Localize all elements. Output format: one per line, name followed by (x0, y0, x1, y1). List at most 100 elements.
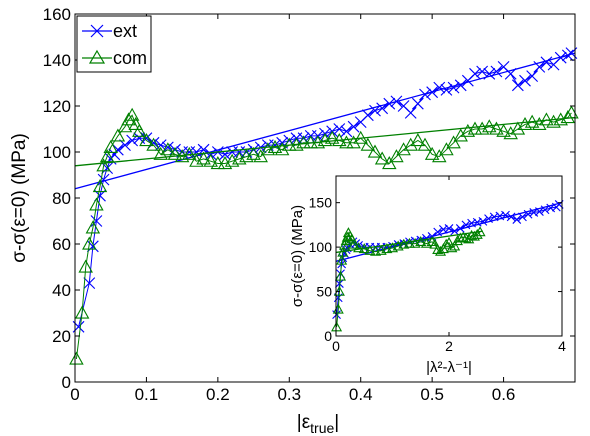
series-series-0-point (444, 224, 454, 233)
y-tick-label: 120 (43, 97, 71, 116)
x-tick-label: 0.4 (349, 385, 373, 404)
x-tick-label: 0 (70, 385, 79, 404)
series-series-1-point (358, 243, 370, 254)
series-series-1-point (471, 228, 483, 239)
y-tick-label: 150 (309, 195, 333, 211)
series-com-point (132, 123, 147, 137)
series-com-point (489, 121, 504, 135)
series-com-point (203, 153, 218, 167)
series-ext-point (526, 70, 539, 82)
series-series-1-point (446, 242, 458, 253)
series-ext-point (476, 65, 489, 78)
series-com-point (374, 151, 390, 165)
series-com-point (85, 220, 101, 234)
legend-item-com: com (82, 48, 147, 68)
series-com-point (339, 135, 354, 149)
series-com-point (410, 133, 426, 147)
series-ext-point (108, 148, 121, 161)
series-ext-point (554, 51, 567, 64)
inset-ticks: 0 2 4 0 50 100 150 (309, 176, 566, 354)
series-com-point (253, 149, 268, 163)
series-com-point (332, 133, 347, 147)
series-ext-point (419, 88, 431, 101)
series-ext-point (433, 81, 446, 94)
series-com-point (296, 135, 311, 149)
series-com-point (117, 119, 133, 133)
inset-data-layer (331, 200, 564, 332)
series-com-point (496, 123, 511, 137)
series-com-point (139, 133, 154, 147)
series-com-point (153, 146, 168, 160)
y-tick-label: 20 (52, 327, 71, 346)
y-tick-label: 40 (52, 281, 71, 300)
series-series-0-point (335, 279, 344, 288)
series-com-point (282, 137, 297, 151)
series-ext-point (361, 109, 374, 122)
series-com-point (453, 128, 468, 142)
series-ext-point (190, 146, 203, 158)
series-series-0-point (484, 214, 493, 224)
legend-com-label: com (113, 48, 147, 68)
series-ext-point (469, 67, 481, 80)
main-x-axis-label-subscript: true (310, 420, 334, 436)
series-com-point (446, 135, 461, 149)
series-com-point (110, 128, 126, 142)
series-ext-point (490, 65, 503, 78)
series-com-point (167, 146, 183, 160)
series-ext-point (90, 215, 103, 227)
series-com-point (346, 135, 361, 149)
series-ext-point (369, 104, 381, 117)
series-com-point (160, 142, 176, 156)
series-series-0-point (518, 212, 527, 222)
series-com-point (482, 119, 497, 133)
series-com-point (560, 110, 576, 124)
legend-ext-label: ext (113, 21, 137, 41)
series-series-1-point (434, 245, 447, 256)
x-tick-label: 0.6 (492, 385, 516, 404)
series-series-1-point (403, 237, 415, 248)
series-ext-point (333, 123, 346, 135)
x-tick-label: 0.3 (277, 385, 301, 404)
series-com-point (510, 121, 526, 135)
main-x-axis-label-base: |ε (297, 412, 311, 433)
series-series-1-point (443, 236, 455, 247)
series-com-point (146, 137, 161, 151)
main-x-axis-label: |εtrue| (297, 412, 339, 436)
series-com-point (196, 151, 211, 165)
series-com-point (78, 259, 93, 273)
series-com-point (360, 137, 376, 151)
series-ext-point (447, 81, 460, 94)
series-com-point (274, 142, 290, 156)
series-com-point (389, 149, 404, 163)
series-ext-point (376, 102, 389, 115)
series-com-point (303, 135, 318, 149)
series-ext-point (97, 173, 110, 186)
series-ext-point (404, 107, 417, 119)
series-ext-point (540, 56, 553, 69)
series-series-0-point (461, 220, 471, 230)
series-com-point (467, 121, 483, 135)
series-series-1-point (331, 321, 343, 332)
series-ext-point (111, 143, 124, 156)
legend-item-ext: ext (82, 21, 137, 41)
series-series-1-fit-line (335, 230, 483, 254)
series-series-1-point (429, 238, 441, 249)
series-com-point (124, 107, 140, 121)
series-com-point (92, 179, 108, 193)
y-tick-label: 100 (309, 239, 333, 255)
series-series-0-point (455, 224, 465, 233)
series-series-1-point (334, 270, 347, 281)
legend-ext-marker (90, 24, 104, 38)
legend: ext com (76, 15, 152, 73)
series-series-1-point (336, 254, 348, 265)
series-series-1-point (449, 240, 461, 251)
series-series-1-point (440, 238, 452, 249)
series-ext-point (533, 61, 546, 73)
series-com-point (417, 137, 433, 151)
series-com-point (210, 156, 226, 170)
series-ext-point (561, 49, 574, 62)
series-series-1-point (364, 244, 376, 255)
y-tick-label: 140 (43, 51, 71, 70)
series-series-0-point (540, 205, 550, 215)
